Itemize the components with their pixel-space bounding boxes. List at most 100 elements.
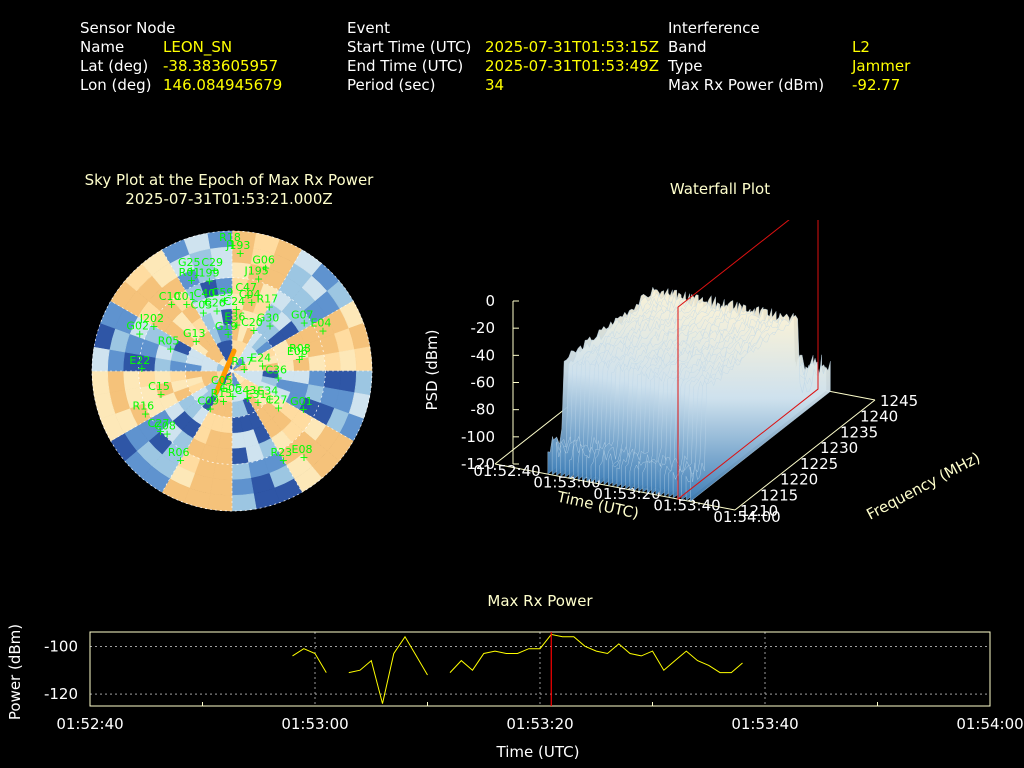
satellite-label: C47 <box>235 281 257 294</box>
sky-grid-spoke <box>110 370 233 442</box>
satellite-marker: + <box>297 350 306 363</box>
satellite-marker: + <box>240 363 249 376</box>
satellite-marker: + <box>244 289 253 302</box>
satellite-label: G19 <box>215 320 238 333</box>
sky-cell <box>231 431 246 450</box>
satellite-label: E34 <box>257 384 278 397</box>
satellite-marker: + <box>199 306 208 319</box>
sensor-lon-value: 146.084945679 <box>163 76 283 94</box>
satellite-label: R16 <box>132 399 154 412</box>
satellite-label: C15 <box>148 380 170 393</box>
waterfall-z-tick-label: -80 <box>471 401 496 419</box>
satellite-marker: + <box>247 296 256 309</box>
satellite-label: E04 <box>310 317 331 330</box>
sky-cell <box>338 370 357 393</box>
satellite-marker: + <box>149 320 158 333</box>
sky-cell <box>91 346 110 372</box>
waterfall-axis <box>494 463 736 511</box>
event-start-label: Start Time (UTC) <box>347 38 472 56</box>
event-period-value: 34 <box>485 76 505 94</box>
satellite-label: J202 <box>139 312 164 325</box>
satellite-marker: + <box>210 264 219 277</box>
satellite-label: C10 <box>159 290 181 303</box>
satellite-marker: + <box>156 388 165 401</box>
event-period-label: Period (sec) <box>347 76 436 94</box>
waterfall-y-tick-label: 1220 <box>780 471 818 489</box>
satellite-label: G07 <box>291 308 314 321</box>
sky-cell <box>210 477 233 496</box>
satellite-marker: + <box>223 328 232 341</box>
power-y-axis-label: Power (dBm) <box>6 624 24 720</box>
satellite-label: C26 <box>204 297 226 310</box>
waterfall-y-tick-label: 1210 <box>740 502 778 520</box>
power-series-line <box>449 633 743 674</box>
satellite-marker: + <box>318 325 327 338</box>
satellite-label: E31 <box>246 388 267 401</box>
interference-type-value: Jammer <box>852 57 911 75</box>
satellite-marker: + <box>187 264 196 277</box>
satellite-label: J199 <box>194 266 219 279</box>
event-heading: Event <box>347 19 390 37</box>
satellite-marker: + <box>253 396 262 409</box>
satellite-marker: + <box>219 395 228 408</box>
satellite-label: E36 <box>224 311 245 324</box>
satellite-marker: + <box>206 403 215 416</box>
interference-type-label: Type <box>668 57 703 75</box>
satellite-label: C05 <box>211 374 233 387</box>
power-x-tick-label: 01:52:40 <box>56 715 123 733</box>
satellite-marker: + <box>156 425 165 438</box>
satellite-marker: + <box>274 371 283 384</box>
satellite-marker: + <box>227 239 236 252</box>
satellite-label: R17 <box>257 292 279 305</box>
sensor-name-label: Name <box>80 38 125 56</box>
event-end-label: End Time (UTC) <box>347 57 464 75</box>
sky-cell <box>107 370 126 393</box>
satellite-marker: + <box>205 274 214 287</box>
sky-cell <box>323 370 342 391</box>
waterfall-y-axis-label: Frequency (MHz) <box>863 448 983 523</box>
satellite-label: R06 <box>168 446 190 459</box>
satellite-marker: + <box>299 451 308 464</box>
satellite-marker: + <box>167 298 176 311</box>
sensor-lat-label: Lat (deg) <box>80 57 149 75</box>
satellite-marker: + <box>274 401 283 414</box>
satellite-marker: + <box>232 319 241 332</box>
power-y-tick-label: -100 <box>44 637 78 655</box>
sky-cell <box>231 447 249 465</box>
satellite-marker: + <box>249 324 258 337</box>
power-x-tick-label: 01:53:40 <box>731 715 798 733</box>
sky-cell <box>212 462 233 481</box>
satellite-label: E06 <box>287 345 308 358</box>
power-title: Max Rx Power <box>487 592 593 610</box>
power-series-line <box>292 648 327 673</box>
satellite-marker: + <box>137 362 146 375</box>
satellite-marker: + <box>300 316 309 329</box>
satellite-label: J195 <box>243 264 268 277</box>
waterfall-z-tick-label: -20 <box>471 319 496 337</box>
waterfall-y-tick-label: 1230 <box>820 439 858 457</box>
waterfall-title: Waterfall Plot <box>669 180 771 198</box>
interference-power-label: Max Rx Power (dBm) <box>668 76 825 94</box>
waterfall-y-tick-label: 1245 <box>880 392 918 410</box>
satellite-label: C08 <box>154 420 176 433</box>
satellite-marker: + <box>141 407 150 420</box>
waterfall-slice <box>690 314 831 502</box>
waterfall-y-tick-label: 1225 <box>800 455 838 473</box>
waterfall-y-tick-label: 1235 <box>840 423 878 441</box>
waterfall-z-tick-label: -40 <box>471 346 496 364</box>
satellite-marker: + <box>232 303 241 316</box>
waterfall-axis <box>734 399 876 511</box>
power-x-tick-label: 01:54:00 <box>956 715 1023 733</box>
sky-cell <box>207 493 233 512</box>
sky-cell <box>91 370 110 396</box>
satellite-label: R01 <box>179 266 201 279</box>
satellite-label: G13 <box>183 327 206 340</box>
waterfall-z-axis-label: PSD (dBm) <box>423 329 441 410</box>
satellite-label: J193 <box>225 239 250 252</box>
satellite-label: E08 <box>292 443 313 456</box>
satellite-marker: + <box>265 320 274 333</box>
satellite-marker: + <box>265 392 274 405</box>
satellite-label: C04 <box>239 288 261 301</box>
sky-cell <box>231 493 257 512</box>
sensor-heading: Sensor Node <box>80 19 176 37</box>
